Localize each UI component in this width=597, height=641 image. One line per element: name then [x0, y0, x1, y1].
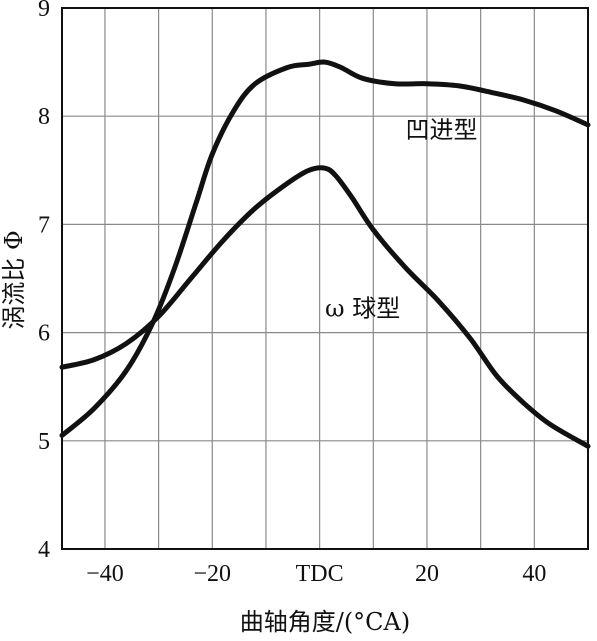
series-label-concave: 凹进型 [406, 116, 478, 144]
x-axis-ticks: −40 −20 TDC 20 40 [86, 561, 546, 587]
series-label-omega: ω 球型 [325, 294, 400, 322]
series-line-omega [59, 165, 591, 449]
y-axis-ticks: 4 5 6 7 8 9 [38, 0, 50, 563]
y-axis-title: 涡流比 Φ [0, 230, 28, 329]
series-labels: 凹进型 ω 球型 [325, 116, 478, 323]
y-tick-label: 9 [38, 0, 50, 22]
grid [62, 8, 588, 549]
y-tick-label: 7 [38, 212, 50, 238]
plot-frame [61, 7, 589, 550]
y-tick-label: 8 [38, 104, 50, 130]
x-tick-label: 40 [522, 561, 546, 587]
x-tick-label: 20 [415, 561, 439, 587]
x-tick-label: −20 [194, 561, 232, 587]
x-tick-label: −40 [86, 561, 124, 587]
x-axis-title: 曲轴角度/(°CA) [240, 608, 411, 636]
y-tick-label: 4 [38, 537, 50, 563]
series-line-concave [59, 59, 591, 438]
x-tick-label: TDC [296, 561, 344, 587]
series-layer [59, 59, 591, 449]
y-tick-label: 5 [38, 429, 50, 455]
y-tick-label: 6 [38, 321, 50, 347]
